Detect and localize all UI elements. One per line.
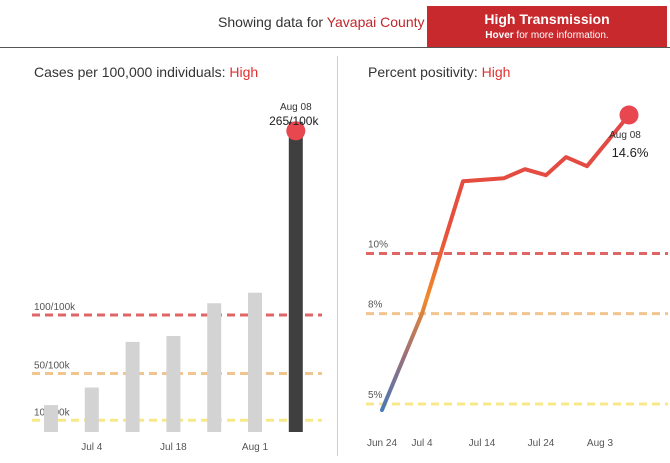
positivity-x-tick: Aug 3 bbox=[587, 438, 614, 449]
badge-subtitle: Hover for more information. bbox=[427, 30, 667, 41]
positivity-panel-title: Percent positivity: High bbox=[368, 64, 510, 80]
transmission-badge[interactable]: High Transmission Hover for more informa… bbox=[427, 6, 667, 47]
positivity-highlight-value: 14.6% bbox=[612, 145, 649, 160]
cases-panel-title: Cases per 100,000 individuals: High bbox=[34, 64, 258, 80]
cases-bar bbox=[125, 341, 140, 432]
badge-sub-rest: for more information. bbox=[513, 30, 609, 41]
positivity-threshold-label: 10% bbox=[368, 239, 388, 250]
cases-highlight-date: Aug 08 bbox=[280, 102, 312, 113]
positivity-title-prefix: Percent positivity: bbox=[368, 64, 482, 80]
positivity-highlight-date: Aug 08 bbox=[609, 130, 641, 141]
showing-data-label: Showing data for Yavapai County bbox=[218, 14, 425, 30]
cases-threshold-label: 50/100k bbox=[34, 360, 71, 371]
positivity-level: High bbox=[481, 64, 511, 80]
county-name: Yavapai County bbox=[326, 14, 425, 30]
positivity-threshold-label: 8% bbox=[368, 300, 383, 311]
showing-prefix: Showing data for bbox=[218, 14, 327, 30]
cases-level: High bbox=[229, 64, 259, 80]
cases-bar bbox=[44, 405, 58, 432]
positivity-latest-point bbox=[619, 105, 639, 125]
cases-x-tick: Aug 1 bbox=[242, 442, 269, 453]
cases-latest-point bbox=[286, 121, 306, 141]
cases-threshold-label: 100/100k bbox=[34, 302, 76, 313]
positivity-x-tick: Jun 24 bbox=[367, 438, 397, 449]
badge-hover-word: Hover bbox=[485, 30, 514, 41]
cases-title-prefix: Cases per 100,000 individuals: bbox=[34, 64, 230, 80]
cases-bar-latest bbox=[288, 121, 303, 432]
panel-divider bbox=[337, 56, 338, 456]
positivity-x-tick: Jul 14 bbox=[469, 438, 496, 449]
badge-title: High Transmission bbox=[484, 11, 610, 27]
positivity-threshold-label: 5% bbox=[368, 390, 383, 401]
cases-bar bbox=[166, 336, 181, 432]
positivity-x-tick: Jul 4 bbox=[411, 438, 433, 449]
cases-x-tick: Jul 18 bbox=[160, 442, 187, 453]
cases-bar bbox=[207, 303, 222, 432]
cases-x-tick: Jul 4 bbox=[81, 442, 103, 453]
header-divider bbox=[0, 47, 670, 48]
cases-bar bbox=[248, 292, 262, 432]
cases-highlight-value: 265/100k bbox=[269, 114, 319, 128]
cases-bar bbox=[84, 387, 99, 432]
positivity-series-line bbox=[380, 113, 631, 412]
positivity-x-tick: Jul 24 bbox=[528, 438, 555, 449]
